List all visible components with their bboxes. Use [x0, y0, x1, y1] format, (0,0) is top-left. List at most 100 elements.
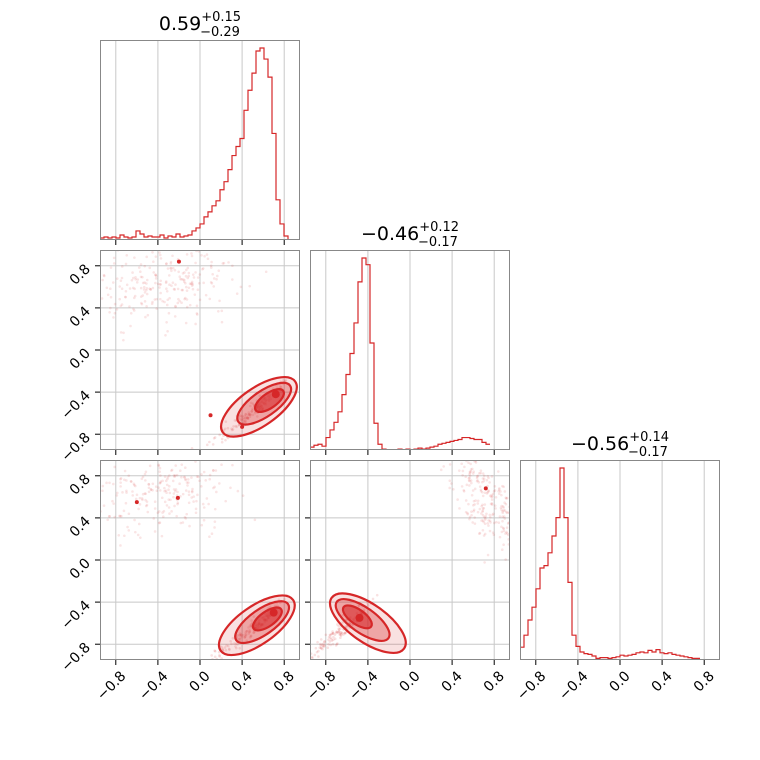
- sample-point: [131, 276, 135, 280]
- sample-point: [330, 639, 334, 642]
- sample-point: [147, 490, 151, 494]
- sample-point: [120, 439, 123, 442]
- sample-point: [194, 322, 197, 326]
- sample-point: [480, 480, 484, 484]
- sample-point: [130, 278, 134, 282]
- sample-point: [491, 531, 495, 535]
- sample-point: [256, 247, 259, 250]
- histogram-panel-2: −0.46+0.12 −0.17: [310, 220, 510, 455]
- sample-point: [478, 485, 482, 488]
- sample-point: [488, 519, 492, 523]
- sample-point: [178, 275, 182, 279]
- sample-point: [208, 440, 211, 444]
- sample-point: [532, 549, 535, 552]
- sample-point: [472, 499, 476, 503]
- sample-point: [174, 304, 177, 308]
- sample-point: [287, 665, 290, 668]
- sample-point: [149, 288, 152, 291]
- sample-point: [135, 493, 139, 497]
- sample-point: [331, 631, 335, 635]
- sample-point: [484, 516, 487, 520]
- outlier-blob: [175, 495, 180, 500]
- sample-point: [486, 521, 490, 525]
- sample-point: [510, 515, 513, 518]
- sample-point: [164, 262, 168, 266]
- sample-point: [190, 496, 194, 499]
- sample-point: [211, 272, 214, 276]
- sample-point: [215, 277, 218, 281]
- sample-point: [229, 639, 232, 643]
- sample-point: [165, 287, 168, 291]
- sample-point: [250, 619, 253, 622]
- sample-point: [345, 618, 348, 622]
- sample-point: [482, 534, 486, 537]
- sample-point: [196, 493, 199, 497]
- sample-point: [157, 463, 160, 467]
- sample-point: [125, 489, 128, 493]
- sample-point: [167, 311, 171, 315]
- sample-point: [139, 270, 142, 273]
- sample-point: [490, 475, 494, 478]
- sample-point: [232, 425, 235, 428]
- sample-point: [487, 489, 490, 493]
- sample-point: [488, 513, 492, 517]
- sample-point: [462, 488, 466, 492]
- sample-point: [517, 515, 520, 518]
- sample-point: [244, 635, 247, 638]
- sample-point: [137, 522, 141, 526]
- sample-point: [242, 418, 245, 421]
- panel-frame: [100, 460, 300, 660]
- sample-point: [168, 283, 171, 287]
- sample-point: [506, 522, 510, 525]
- sample-point: [190, 446, 194, 450]
- sample-point: [226, 426, 230, 430]
- sample-point: [116, 491, 119, 495]
- sample-point: [336, 631, 340, 634]
- sample-point: [184, 517, 188, 520]
- sample-point: [194, 511, 198, 515]
- sample-point: [132, 482, 136, 486]
- sample-point: [321, 647, 324, 651]
- sample-point: [249, 401, 253, 405]
- sample-point: [236, 634, 239, 637]
- sample-point: [218, 482, 221, 485]
- sample-point: [357, 604, 361, 608]
- sample-point: [210, 281, 214, 285]
- sample-point: [469, 479, 473, 482]
- sample-point: [175, 246, 178, 249]
- sample-point: [111, 281, 115, 284]
- sample-point: [163, 500, 167, 504]
- sample-point: [125, 283, 129, 287]
- sample-point: [139, 536, 142, 539]
- sample-point: [227, 647, 231, 651]
- sample-point: [247, 413, 251, 417]
- sample-point: [522, 537, 525, 540]
- sample-point: [283, 597, 286, 601]
- sample-point: [501, 484, 504, 488]
- sample-point: [231, 636, 235, 640]
- sample-point: [499, 490, 502, 493]
- sample-point: [481, 513, 485, 517]
- sample-point: [328, 633, 332, 637]
- sample-point: [167, 498, 171, 501]
- sample-point: [239, 417, 243, 421]
- sample-point: [190, 254, 194, 258]
- sample-point: [152, 271, 156, 274]
- sample-point: [127, 529, 131, 532]
- sample-point: [251, 413, 255, 417]
- sample-point: [165, 262, 168, 265]
- sample-point: [121, 491, 124, 494]
- outlier-blob: [134, 500, 139, 505]
- sample-point: [481, 528, 485, 532]
- sample-point: [481, 510, 484, 513]
- sample-point: [238, 646, 242, 650]
- sample-point: [197, 475, 200, 479]
- sample-point: [231, 463, 234, 467]
- sample-point: [152, 517, 156, 520]
- sample-point: [131, 271, 134, 274]
- sample-point: [244, 633, 248, 637]
- panel-title: −0.46+0.12 −0.17: [361, 220, 459, 250]
- sample-point: [170, 510, 173, 513]
- outlier-blob: [176, 259, 181, 264]
- sample-point: [501, 511, 505, 515]
